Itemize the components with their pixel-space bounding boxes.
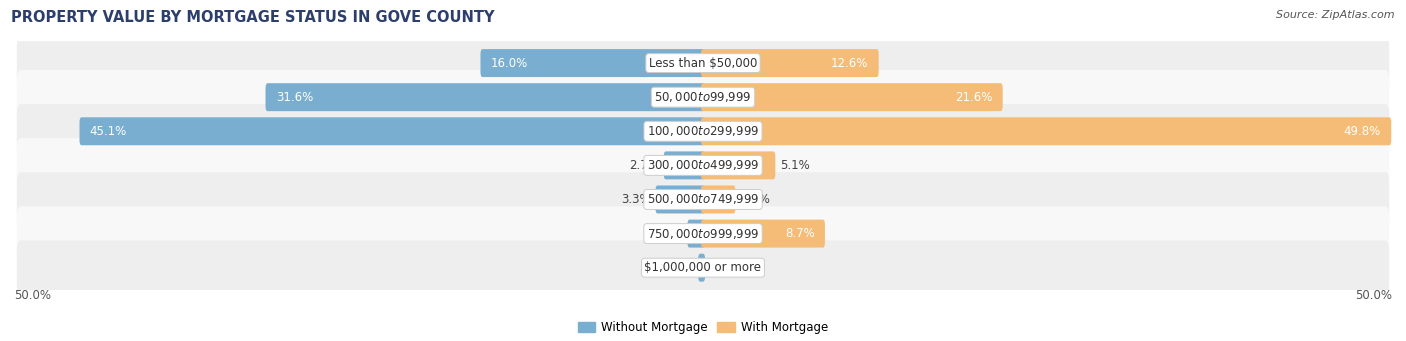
FancyBboxPatch shape: [664, 151, 704, 179]
Text: 2.2%: 2.2%: [740, 193, 770, 206]
Legend: Without Mortgage, With Mortgage: Without Mortgage, With Mortgage: [574, 316, 832, 339]
FancyBboxPatch shape: [702, 220, 825, 248]
Text: 0.2%: 0.2%: [664, 261, 693, 274]
Text: $300,000 to $499,999: $300,000 to $499,999: [647, 158, 759, 173]
Text: 12.6%: 12.6%: [831, 57, 869, 70]
FancyBboxPatch shape: [481, 49, 704, 77]
FancyBboxPatch shape: [17, 206, 1389, 261]
FancyBboxPatch shape: [702, 117, 1392, 145]
Text: 5.1%: 5.1%: [780, 159, 810, 172]
FancyBboxPatch shape: [702, 186, 735, 213]
Text: 21.6%: 21.6%: [955, 91, 993, 104]
Text: 31.6%: 31.6%: [276, 91, 314, 104]
Text: 16.0%: 16.0%: [491, 57, 529, 70]
Text: $750,000 to $999,999: $750,000 to $999,999: [647, 226, 759, 241]
FancyBboxPatch shape: [688, 220, 704, 248]
Text: 3.3%: 3.3%: [621, 193, 651, 206]
FancyBboxPatch shape: [702, 151, 775, 179]
FancyBboxPatch shape: [17, 172, 1389, 227]
FancyBboxPatch shape: [702, 83, 1002, 111]
FancyBboxPatch shape: [17, 240, 1389, 295]
FancyBboxPatch shape: [266, 83, 704, 111]
FancyBboxPatch shape: [17, 70, 1389, 124]
FancyBboxPatch shape: [17, 104, 1389, 159]
FancyBboxPatch shape: [17, 138, 1389, 193]
FancyBboxPatch shape: [699, 254, 704, 282]
Text: 50.0%: 50.0%: [1355, 289, 1392, 302]
Text: $500,000 to $749,999: $500,000 to $749,999: [647, 192, 759, 207]
Text: 49.8%: 49.8%: [1344, 125, 1381, 138]
Text: 50.0%: 50.0%: [14, 289, 51, 302]
FancyBboxPatch shape: [17, 36, 1389, 90]
Text: Less than $50,000: Less than $50,000: [648, 57, 758, 70]
Text: 45.1%: 45.1%: [90, 125, 127, 138]
Text: $1,000,000 or more: $1,000,000 or more: [644, 261, 762, 274]
Text: PROPERTY VALUE BY MORTGAGE STATUS IN GOVE COUNTY: PROPERTY VALUE BY MORTGAGE STATUS IN GOV…: [11, 10, 495, 25]
Text: 2.7%: 2.7%: [628, 159, 659, 172]
Text: 0.0%: 0.0%: [710, 261, 740, 274]
FancyBboxPatch shape: [655, 186, 704, 213]
Text: $50,000 to $99,999: $50,000 to $99,999: [654, 90, 752, 104]
Text: $100,000 to $299,999: $100,000 to $299,999: [647, 124, 759, 138]
FancyBboxPatch shape: [80, 117, 704, 145]
Text: Source: ZipAtlas.com: Source: ZipAtlas.com: [1277, 10, 1395, 20]
FancyBboxPatch shape: [702, 49, 879, 77]
Text: 0.98%: 0.98%: [645, 227, 682, 240]
Text: 8.7%: 8.7%: [785, 227, 814, 240]
